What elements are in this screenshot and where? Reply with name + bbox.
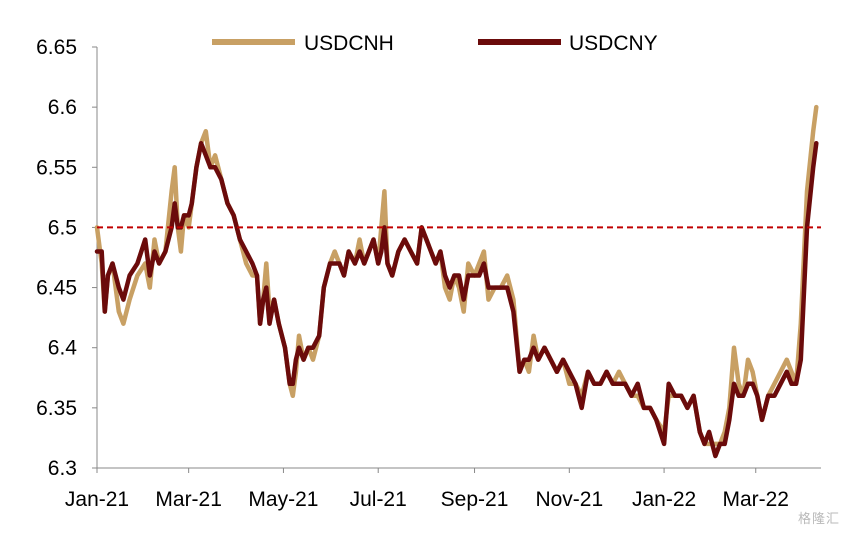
x-tick-label: Sep-21 — [441, 488, 509, 511]
x-tick-label: Nov-21 — [535, 488, 603, 511]
legend: USDCNH USDCNY — [212, 32, 658, 55]
x-tick-label: Mar-22 — [722, 488, 789, 511]
y-tick-label: 6.65 — [36, 36, 77, 59]
x-tick-label: May-21 — [248, 488, 318, 511]
y-tick-label: 6.3 — [48, 457, 77, 480]
series-line-usdcny — [94, 140, 819, 459]
watermark: 格隆汇 — [797, 512, 840, 527]
y-tick-label: 6.35 — [36, 397, 77, 420]
legend-label-usdcny: USDCNY — [569, 32, 658, 55]
x-tick-label: Jan-22 — [632, 488, 696, 511]
series-lines — [94, 104, 819, 459]
x-tick-label: Mar-21 — [155, 488, 222, 511]
legend-label-usdcnh: USDCNH — [304, 32, 394, 55]
x-tick-label: Jan-21 — [65, 488, 129, 511]
y-tick-label: 6.45 — [36, 277, 77, 300]
y-axis-tick-labels: 6.3 6.35 6.4 6.45 6.5 6.55 6.6 6.65 — [36, 36, 77, 480]
y-tick-label: 6.55 — [36, 156, 77, 179]
y-tick-label: 6.5 — [48, 216, 77, 239]
x-tick-label: Jul-21 — [350, 488, 407, 511]
y-tick-label: 6.4 — [48, 337, 78, 360]
x-axis-tick-labels: Jan-21 Mar-21 May-21 Jul-21 Sep-21 Nov-21 Jan-… — [65, 488, 789, 511]
axis-tick-marks — [92, 46, 757, 473]
y-tick-label: 6.6 — [48, 96, 77, 119]
